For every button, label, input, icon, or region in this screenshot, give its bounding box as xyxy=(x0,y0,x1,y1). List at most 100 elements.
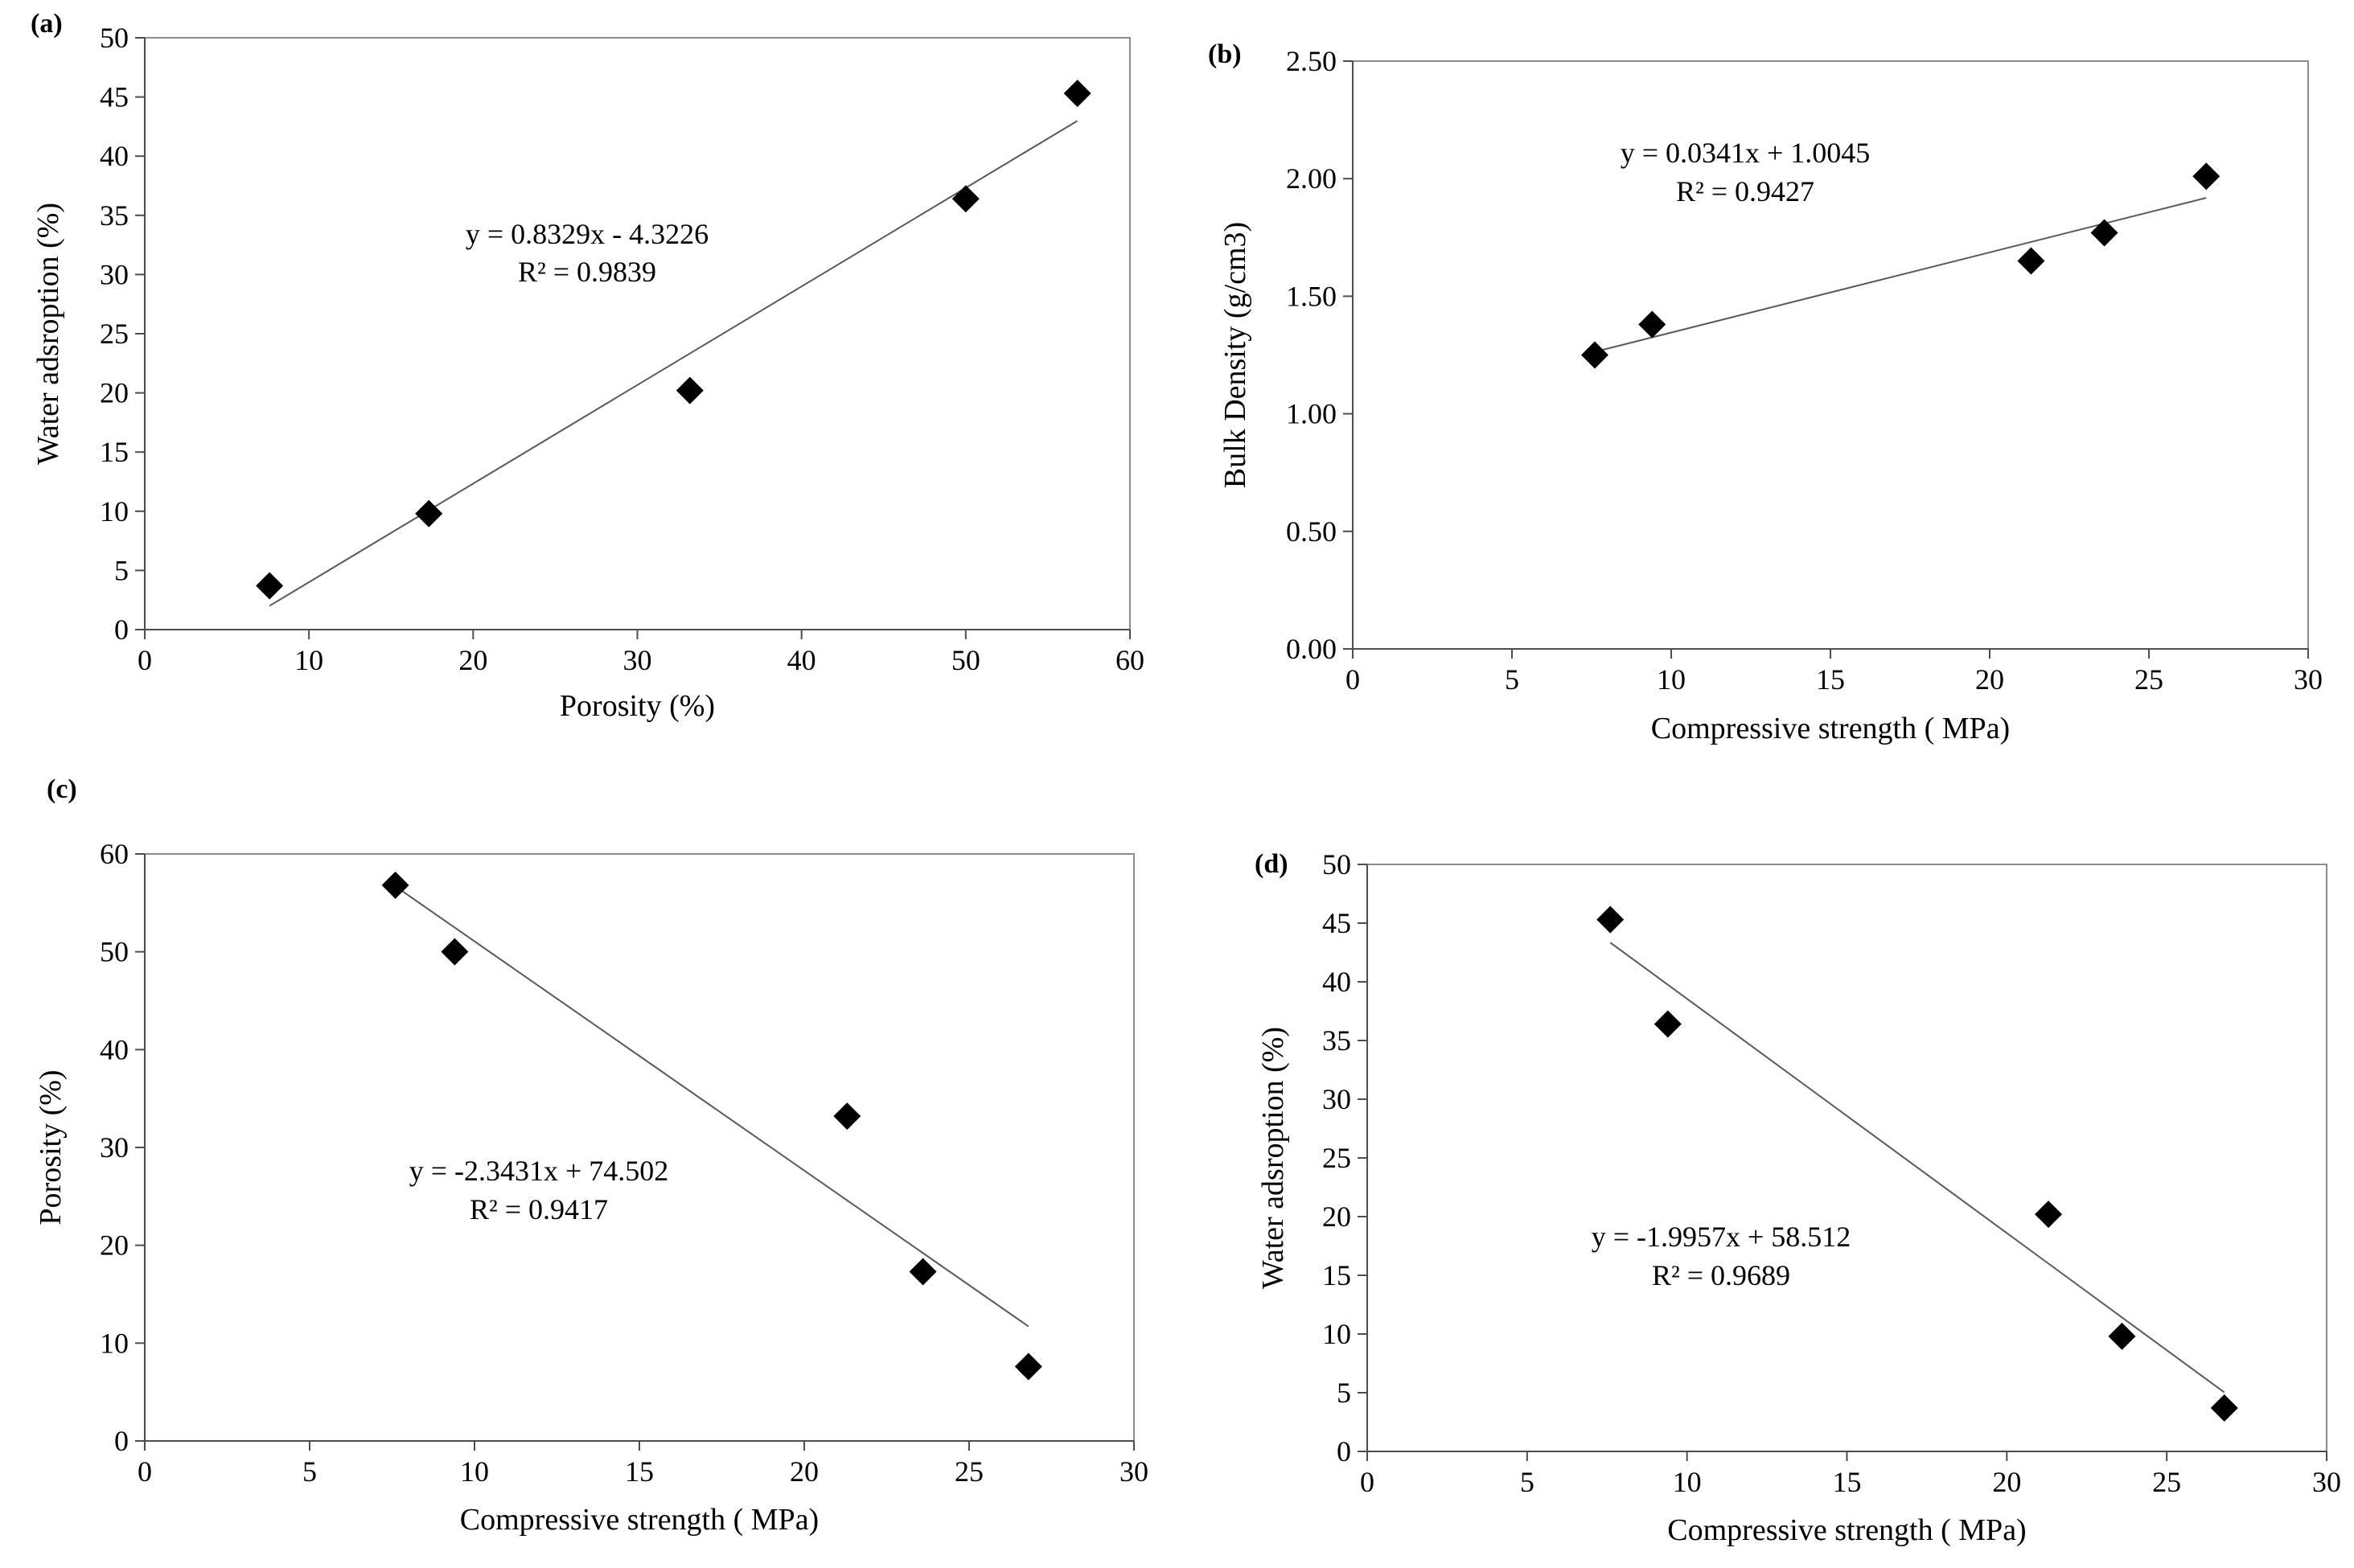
figure: 0 10 20 30 40 50 6005101520253035404550Porosit… xyxy=(0,0,2354,1568)
y-tick-label: 25 xyxy=(1322,1142,1351,1174)
x-tick-label: 5 xyxy=(1505,663,1519,696)
y-tick-label: 40 xyxy=(100,1033,129,1065)
x-tick-label: 10 xyxy=(1657,663,1686,696)
x-tick-label: 5 xyxy=(302,1455,317,1488)
chart-panel-b: 0 5 10 15 20 25 30 0.00 0.50 1.00 1.50 2.00 2.50 Comp… xyxy=(1208,39,2323,745)
x-tick-label: 10 xyxy=(1673,1466,1702,1498)
x-tick-label: 40 xyxy=(787,644,816,676)
y-tick-label: 0.50 xyxy=(1286,515,1337,548)
data-point-diamond xyxy=(833,1102,861,1130)
data-point-diamond xyxy=(2108,1323,2135,1350)
trendline xyxy=(396,886,1029,1326)
x-tick-label: 10 xyxy=(294,644,323,676)
regression-equation: y = -1.9957x + 58.512 xyxy=(1592,1221,1851,1253)
plot-frame xyxy=(1367,864,2327,1451)
data-point-diamond xyxy=(2035,1201,2062,1228)
x-tick-label: 25 xyxy=(2134,663,2163,696)
data-point-diamond xyxy=(1581,342,1608,369)
y-tick-label: 0.00 xyxy=(1286,633,1337,665)
y-tick-label: 45 xyxy=(1322,907,1351,939)
y-tick-label: 50 xyxy=(1322,848,1351,880)
x-tick-label: 5 xyxy=(1520,1466,1534,1498)
y-tick-label: 30 xyxy=(100,1131,129,1164)
data-point-diamond xyxy=(2091,219,2118,246)
x-axis-title: Compressive strength ( MPa) xyxy=(1667,1513,2026,1547)
data-point-diamond xyxy=(1638,310,1666,338)
x-tick-label: 15 xyxy=(1816,663,1845,696)
data-point-diamond xyxy=(1596,906,1624,934)
x-tick-label: 60 xyxy=(1115,644,1144,676)
r-squared-label: R² = 0.9427 xyxy=(1676,175,1814,207)
r-squared-label: R² = 0.9839 xyxy=(518,256,656,288)
y-tick-label: 50 xyxy=(100,936,129,968)
x-tick-label: 30 xyxy=(2294,663,2323,696)
trendline xyxy=(1595,198,2206,351)
plot-frame xyxy=(145,38,1130,630)
data-point-diamond xyxy=(1064,80,1091,107)
plot-frame xyxy=(145,854,1134,1441)
panel-label: (c) xyxy=(47,774,77,804)
x-tick-label: 20 xyxy=(790,1455,819,1488)
y-tick-label: 20 xyxy=(100,377,129,409)
y-tick-label: 10 xyxy=(1322,1318,1351,1350)
data-point-diamond xyxy=(2192,162,2220,190)
y-tick-label: 35 xyxy=(1322,1024,1351,1057)
y-tick-label: 10 xyxy=(100,1327,129,1359)
x-tick-label: 10 xyxy=(460,1455,489,1488)
y-tick-label: 1.00 xyxy=(1286,398,1337,430)
y-tick-label: 2.50 xyxy=(1286,45,1337,77)
x-tick-label: 0 xyxy=(138,1455,152,1488)
x-tick-label: 20 xyxy=(1975,663,2004,696)
x-tick-label: 0 xyxy=(1360,1466,1374,1498)
y-tick-label: 50 xyxy=(100,22,129,54)
r-squared-label: R² = 0.9417 xyxy=(470,1193,608,1225)
y-tick-label: 0 xyxy=(114,614,129,646)
panel-label: (b) xyxy=(1208,39,1242,69)
y-tick-label: 0 xyxy=(1337,1435,1351,1467)
data-point-diamond xyxy=(441,938,468,966)
y-tick-label: 25 xyxy=(100,318,129,350)
y-tick-label: 10 xyxy=(100,495,129,527)
y-tick-label: 45 xyxy=(100,81,129,113)
data-point-diamond xyxy=(1654,1011,1682,1038)
x-tick-label: 20 xyxy=(1992,1466,2021,1498)
y-tick-label: 30 xyxy=(1322,1083,1351,1115)
y-tick-label: 60 xyxy=(100,838,129,870)
y-tick-label: 1.50 xyxy=(1286,280,1337,312)
x-axis-title: Porosity (%) xyxy=(560,689,715,723)
y-tick-label: 40 xyxy=(1322,966,1351,998)
x-tick-label: 0 xyxy=(1345,663,1360,696)
y-axis-title: Porosity (%) xyxy=(34,1069,68,1225)
y-tick-label: 0 xyxy=(114,1425,129,1457)
data-point-diamond xyxy=(1015,1353,1042,1381)
x-tick-label: 30 xyxy=(2312,1466,2341,1498)
chart-panel-d: 0 5 10 15 20 25 30 0 5 10 15 20 25 30 35 40 45 50 Compress… xyxy=(1255,848,2341,1547)
x-tick-label: 0 xyxy=(138,644,152,676)
regression-equation: y = 0.8329x - 4.3226 xyxy=(466,218,709,250)
y-tick-label: 5 xyxy=(1337,1377,1351,1409)
y-tick-label: 35 xyxy=(100,199,129,232)
chart-panel-a: 0 10 20 30 40 50 60 0 5 10 15 20 25 30 35 40 45 50 Porosit… xyxy=(31,9,1144,723)
x-tick-label: 15 xyxy=(625,1455,654,1488)
y-axis-title: Bulk Density (g/cm3) xyxy=(1218,222,1252,488)
y-tick-label: 2.00 xyxy=(1286,162,1337,195)
y-tick-label: 5 xyxy=(114,554,129,586)
y-tick-label: 20 xyxy=(1322,1201,1351,1233)
data-point-diamond xyxy=(256,573,283,600)
y-axis-title: Water adsroption (%) xyxy=(31,203,65,465)
y-tick-label: 20 xyxy=(100,1229,129,1262)
x-tick-label: 25 xyxy=(955,1455,984,1488)
y-tick-label: 30 xyxy=(100,258,129,290)
r-squared-label: R² = 0.9689 xyxy=(1652,1259,1790,1291)
x-tick-label: 50 xyxy=(951,644,980,676)
y-tick-label: 15 xyxy=(100,436,129,468)
y-tick-label: 40 xyxy=(100,140,129,172)
chart-panel-c: 0 5 10 15 20 25 30 0 10 20 30 40 50 60 Compressive str… xyxy=(34,774,1148,1537)
data-point-diamond xyxy=(952,185,980,212)
regression-equation: y = 0.0341x + 1.0045 xyxy=(1621,137,1871,169)
regression-equation: y = -2.3431x + 74.502 xyxy=(409,1155,669,1187)
trendline xyxy=(269,121,1078,605)
data-point-diamond xyxy=(676,377,704,404)
x-axis-title: Compressive strength ( MPa) xyxy=(1651,712,2010,745)
trendline xyxy=(1610,942,2225,1392)
